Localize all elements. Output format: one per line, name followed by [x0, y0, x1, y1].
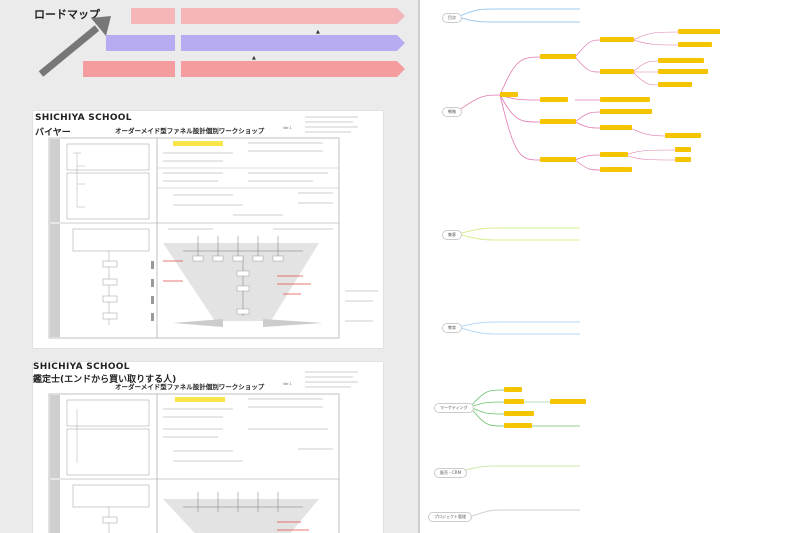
card-school-name: SHICHIYA SCHOOL — [33, 362, 130, 372]
card-title: オーダーメイド型ファネル設計個別ワークショップ — [115, 127, 265, 135]
mindmap-root-acquisition[interactable]: 集客 — [442, 230, 462, 240]
mindmap-node[interactable] — [500, 92, 518, 97]
mindmap-node[interactable] — [504, 399, 524, 404]
roadmap-band-red-short[interactable] — [83, 61, 175, 77]
mindmap-node[interactable] — [665, 133, 701, 138]
mindmap-node[interactable] — [600, 37, 634, 42]
mindmap-canvas[interactable]: 目次 戦略 集客 教育 マーケティング 販売・CRM プロジェクト管理 — [420, 0, 800, 533]
funnel-diagram — [48, 371, 358, 533]
roadmap-band-red[interactable] — [181, 61, 405, 77]
band-marker-b: ▲ — [252, 55, 256, 61]
roadmap-band-pink[interactable] — [181, 8, 405, 24]
mindmap-node[interactable] — [658, 82, 692, 87]
card-title: オーダーメイド型ファネル設計個別ワークショップ — [115, 383, 265, 391]
diagonal-arrow-icon — [38, 16, 111, 77]
mindmap-node[interactable] — [600, 69, 634, 74]
mindmap-node[interactable] — [675, 147, 691, 152]
mindmap-node[interactable] — [504, 423, 532, 428]
mindmap-node[interactable] — [600, 167, 632, 172]
mindmap-root-project[interactable]: プロジェクト管理 — [428, 512, 472, 522]
workshop-card-buyer[interactable]: SHICHIYA SCHOOL バイヤー オーダーメイド型ファネル設計個別ワーク… — [33, 111, 383, 348]
card-version: Ver.1 — [283, 382, 292, 386]
mindmap-connectors — [457, 8, 679, 517]
mindmap-node[interactable] — [504, 411, 534, 416]
mindmap-root-marketing[interactable]: マーケティング — [434, 403, 474, 413]
mindmap-node[interactable] — [600, 109, 652, 114]
roadmap-band-pink-short[interactable] — [131, 8, 175, 24]
mindmap-root-sales[interactable]: 販売・CRM — [434, 468, 468, 478]
mindmap-node[interactable] — [600, 152, 628, 157]
mindmap-node[interactable] — [540, 97, 568, 102]
mindmap-root-toc[interactable]: 目次 — [442, 13, 462, 23]
mindmap-node[interactable] — [675, 157, 691, 162]
mindmap-node[interactable] — [540, 119, 576, 124]
mindmap-node[interactable] — [658, 69, 708, 74]
band-marker-a: ▲ — [316, 29, 320, 35]
mindmap-node[interactable] — [550, 399, 586, 404]
mindmap-root-strategy[interactable]: 戦略 — [442, 107, 462, 117]
roadmap-title: ロードマップ — [34, 8, 100, 21]
roadmap-band-purple-short[interactable] — [106, 35, 175, 51]
mindmap-node[interactable] — [600, 125, 632, 130]
mindmap-root-education[interactable]: 教育 — [442, 323, 462, 333]
whiteboard-canvas[interactable]: ロードマップ ▲ ▲ SHICHIYA SCHOOL バイヤー オーダーメイド型… — [0, 0, 418, 533]
card-version: Ver.1 — [283, 126, 292, 130]
mindmap-node[interactable] — [540, 54, 576, 59]
mindmap-node[interactable] — [504, 387, 522, 392]
funnel-diagram — [48, 116, 378, 339]
card-subtitle: バイヤー — [35, 128, 71, 138]
workshop-card-appraiser[interactable]: SHICHIYA SCHOOL 鑑定士(エンドから買い取りする人) オーダーメイ… — [33, 362, 383, 533]
card-school-name: SHICHIYA SCHOOL — [35, 113, 132, 123]
mindmap-node[interactable] — [540, 157, 576, 162]
roadmap-band-purple[interactable] — [181, 35, 405, 51]
card-subtitle: 鑑定士(エンドから買い取りする人) — [33, 375, 177, 385]
panel-divider[interactable] — [418, 0, 420, 533]
mindmap-node[interactable] — [678, 42, 712, 47]
mindmap-node[interactable] — [678, 29, 720, 34]
mindmap-node[interactable] — [658, 58, 704, 63]
mindmap-node[interactable] — [600, 97, 650, 102]
